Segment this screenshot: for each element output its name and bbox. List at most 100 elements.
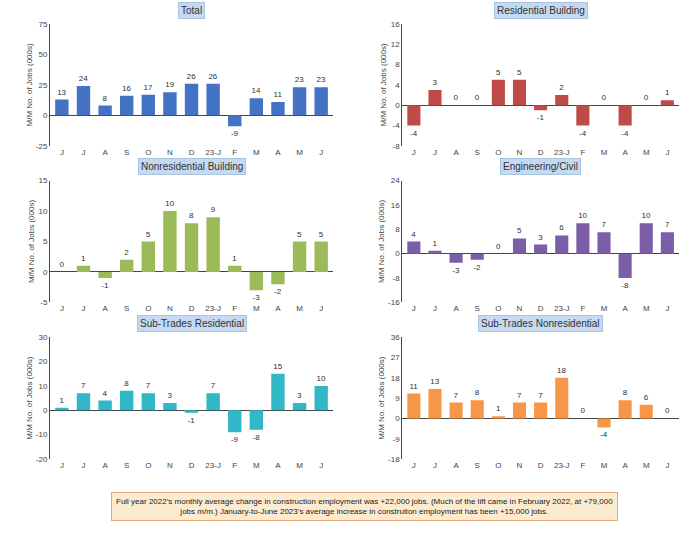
svg-text:-16: -16 xyxy=(388,298,400,307)
svg-text:5: 5 xyxy=(297,230,302,239)
svg-text:Sub-Trades Nonresidential: Sub-Trades Nonresidential xyxy=(481,318,600,329)
svg-text:A: A xyxy=(102,148,108,157)
svg-text:12: 12 xyxy=(391,40,400,49)
svg-text:D: D xyxy=(189,148,195,157)
svg-text:M/M No. of Jobs (000s): M/M No. of Jobs (000s) xyxy=(377,200,386,283)
svg-text:8: 8 xyxy=(395,225,400,234)
svg-text:10: 10 xyxy=(642,211,651,220)
svg-text:M/M No. of Jobs (000s): M/M No. of Jobs (000s) xyxy=(379,43,388,126)
svg-text:23: 23 xyxy=(316,75,325,84)
svg-text:10: 10 xyxy=(316,374,325,383)
svg-text:0: 0 xyxy=(644,93,649,102)
svg-text:F: F xyxy=(580,461,585,470)
svg-text:J: J xyxy=(412,148,416,157)
svg-text:Nonresidential Building: Nonresidential Building xyxy=(141,161,243,172)
svg-text:-8: -8 xyxy=(621,281,629,290)
svg-text:23-J: 23-J xyxy=(205,304,221,313)
svg-text:24: 24 xyxy=(79,74,88,83)
svg-text:J: J xyxy=(81,304,85,313)
svg-text:J: J xyxy=(665,304,669,313)
svg-text:-20: -20 xyxy=(36,455,48,464)
svg-text:-8: -8 xyxy=(253,433,261,442)
svg-text:23-J: 23-J xyxy=(205,461,221,470)
svg-text:1: 1 xyxy=(232,254,237,263)
svg-text:19: 19 xyxy=(165,80,174,89)
svg-text:S: S xyxy=(124,304,129,313)
svg-text:8: 8 xyxy=(103,94,108,103)
svg-text:2: 2 xyxy=(124,248,129,257)
svg-text:16: 16 xyxy=(391,201,400,210)
svg-text:5: 5 xyxy=(43,237,48,246)
svg-text:A: A xyxy=(102,304,108,313)
svg-text:1: 1 xyxy=(59,396,64,405)
svg-text:0: 0 xyxy=(43,268,48,277)
svg-text:4: 4 xyxy=(395,81,400,90)
svg-text:7: 7 xyxy=(538,391,543,400)
svg-text:A: A xyxy=(453,461,459,470)
svg-text:15: 15 xyxy=(273,362,282,371)
svg-text:7: 7 xyxy=(517,391,522,400)
svg-text:7: 7 xyxy=(665,220,670,229)
svg-text:N: N xyxy=(517,461,523,470)
svg-text:J: J xyxy=(412,461,416,470)
svg-text:Full year 2022’s monthly avera: Full year 2022’s monthly average change … xyxy=(116,497,613,516)
svg-text:O: O xyxy=(145,461,151,470)
svg-text:M: M xyxy=(601,304,608,313)
svg-text:0: 0 xyxy=(475,93,480,102)
svg-text:F: F xyxy=(232,461,237,470)
svg-text:M: M xyxy=(253,461,260,470)
svg-text:-5: -5 xyxy=(40,298,48,307)
svg-text:20: 20 xyxy=(38,357,47,366)
svg-text:J: J xyxy=(60,148,64,157)
svg-text:1: 1 xyxy=(665,88,670,97)
svg-text:0: 0 xyxy=(43,406,48,415)
svg-text:30: 30 xyxy=(38,333,47,342)
svg-text:-4: -4 xyxy=(600,430,608,439)
svg-text:8: 8 xyxy=(395,60,400,69)
svg-text:-1: -1 xyxy=(188,416,196,425)
svg-text:-4: -4 xyxy=(621,129,629,138)
svg-text:M/M No. of Jobs (000s): M/M No. of Jobs (000s) xyxy=(27,200,36,283)
svg-text:-9: -9 xyxy=(231,129,239,138)
svg-text:A: A xyxy=(102,461,108,470)
svg-text:D: D xyxy=(189,461,195,470)
svg-text:0: 0 xyxy=(665,406,670,415)
svg-text:A: A xyxy=(275,304,281,313)
svg-text:11: 11 xyxy=(274,90,283,99)
svg-text:5: 5 xyxy=(517,68,522,77)
svg-text:4: 4 xyxy=(103,389,108,398)
svg-text:5: 5 xyxy=(146,230,151,239)
svg-text:J: J xyxy=(433,461,437,470)
svg-text:-8: -8 xyxy=(393,274,401,283)
svg-text:6: 6 xyxy=(559,223,564,232)
svg-text:16: 16 xyxy=(122,84,131,93)
svg-text:J: J xyxy=(665,148,669,157)
svg-text:F: F xyxy=(580,148,585,157)
svg-text:0: 0 xyxy=(59,260,64,269)
svg-text:O: O xyxy=(145,304,151,313)
svg-text:-25: -25 xyxy=(36,142,48,151)
svg-text:M/M No. of Jobs (000s): M/M No. of Jobs (000s) xyxy=(25,43,34,126)
svg-text:M: M xyxy=(601,461,608,470)
svg-text:O: O xyxy=(145,148,151,157)
svg-text:A: A xyxy=(453,304,459,313)
svg-text:8: 8 xyxy=(475,388,480,397)
svg-text:A: A xyxy=(275,461,281,470)
svg-text:M: M xyxy=(643,148,650,157)
svg-text:23-J: 23-J xyxy=(205,148,221,157)
svg-text:D: D xyxy=(538,461,544,470)
svg-text:O: O xyxy=(495,461,501,470)
svg-text:M: M xyxy=(296,461,303,470)
svg-text:24: 24 xyxy=(391,176,400,185)
svg-text:M: M xyxy=(601,148,608,157)
svg-text:0: 0 xyxy=(602,93,607,102)
svg-text:10: 10 xyxy=(165,199,174,208)
svg-text:S: S xyxy=(475,461,480,470)
svg-text:J: J xyxy=(60,304,64,313)
svg-text:10: 10 xyxy=(38,207,47,216)
svg-text:23-J: 23-J xyxy=(554,304,570,313)
svg-text:M/M No. of Jobs (000s): M/M No. of Jobs (000s) xyxy=(25,356,34,439)
svg-text:26: 26 xyxy=(208,72,217,81)
svg-text:26: 26 xyxy=(187,72,196,81)
svg-text:S: S xyxy=(124,148,129,157)
